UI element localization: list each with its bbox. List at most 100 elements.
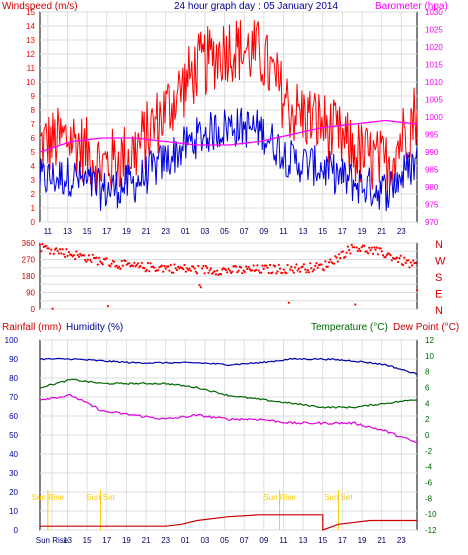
direction-point xyxy=(213,270,216,273)
direction-point xyxy=(412,259,415,262)
wind-y-tick-label: 8 xyxy=(31,106,36,115)
direction-point xyxy=(326,265,329,268)
climate-x-tick-label: 17 xyxy=(102,536,111,545)
direction-point xyxy=(373,246,376,249)
direction-point xyxy=(197,264,200,267)
direction-point xyxy=(384,256,387,259)
climate-x-tick-label: 03 xyxy=(200,536,209,545)
direction-point xyxy=(204,265,207,268)
direction-point xyxy=(106,305,109,308)
direction-point xyxy=(294,266,297,269)
direction-point xyxy=(324,260,327,263)
direction-point xyxy=(133,261,136,264)
direction-point xyxy=(251,269,254,272)
direction-point xyxy=(355,246,358,249)
direction-point xyxy=(147,261,150,265)
direction-point xyxy=(358,247,361,250)
barometer-y-tick-label: 975 xyxy=(425,201,439,210)
direction-point xyxy=(201,267,204,270)
direction-point xyxy=(287,301,290,304)
direction-point xyxy=(312,268,316,271)
direction-point xyxy=(139,264,142,267)
direction-point xyxy=(55,247,58,250)
series-barometer xyxy=(39,119,418,153)
direction-point xyxy=(189,269,192,272)
direction-point xyxy=(209,267,212,270)
direction-point xyxy=(349,252,352,255)
direction-point xyxy=(399,254,402,257)
direction-point xyxy=(149,262,152,265)
direction-point xyxy=(295,263,298,266)
direction-point xyxy=(98,256,101,259)
direction-point xyxy=(350,243,353,246)
direction-point xyxy=(87,254,91,257)
direction-point xyxy=(206,266,209,270)
series-rainfall xyxy=(40,514,417,531)
wind-x-tick-label: 23 xyxy=(397,227,406,236)
direction-point xyxy=(273,265,277,268)
direction-point xyxy=(194,270,197,273)
direction-point xyxy=(169,264,172,267)
direction-point xyxy=(354,303,357,306)
sun-marker-label: Sun Set xyxy=(86,493,115,502)
direction-point xyxy=(113,260,116,263)
direction-point xyxy=(185,267,189,270)
direction-y-tick-label: 180 xyxy=(22,272,36,281)
direction-point xyxy=(143,267,146,270)
series-humidity xyxy=(39,357,418,376)
barometer-y-tick-label: 1030 xyxy=(425,8,443,17)
wind-y-tick-label: 3 xyxy=(31,176,36,185)
direction-point xyxy=(327,261,331,264)
wind-x-tick-label: 21 xyxy=(142,227,151,236)
sun-marker-label: Sun Set xyxy=(324,493,353,502)
direction-point xyxy=(257,269,260,272)
direction-point xyxy=(370,246,373,249)
direction-point xyxy=(397,260,400,264)
barometer-axis-title: Barometer (hpa) xyxy=(375,1,448,12)
wind-x-tick-label: 01 xyxy=(181,227,190,236)
direction-point xyxy=(344,255,347,258)
direction-point xyxy=(207,271,210,274)
chart-title: 24 hour graph day : 05 January 2014 xyxy=(174,1,338,12)
direction-point xyxy=(231,270,234,273)
direction-y-tick-label: 270 xyxy=(22,256,36,265)
direction-point xyxy=(289,268,292,271)
direction-point xyxy=(95,256,98,259)
barometer-y-tick-label: 970 xyxy=(425,218,439,227)
sun-marker-label: Sun Rise xyxy=(263,493,296,502)
direction-point xyxy=(128,262,131,265)
direction-point xyxy=(385,253,388,257)
direction-point xyxy=(45,244,48,247)
direction-point xyxy=(302,263,305,266)
direction-point xyxy=(390,259,393,262)
direction-point xyxy=(64,255,67,258)
humidity-y-tick-label: 20 xyxy=(9,488,18,497)
direction-point xyxy=(345,251,348,254)
direction-point xyxy=(240,266,243,269)
temperature-y-tick-label: -12 xyxy=(425,526,437,535)
direction-point xyxy=(267,271,270,275)
direction-point xyxy=(40,250,43,253)
direction-point xyxy=(193,267,196,270)
direction-point xyxy=(99,260,102,263)
direction-point xyxy=(311,270,314,273)
temperature-y-tick-label: 0 xyxy=(425,431,430,440)
direction-point xyxy=(172,271,175,274)
direction-point xyxy=(49,252,52,255)
humidity-y-tick-label: 30 xyxy=(9,469,18,478)
direction-point xyxy=(153,266,156,269)
temperature-y-tick-label: 12 xyxy=(425,336,434,345)
direction-point xyxy=(175,269,179,272)
direction-point xyxy=(336,260,339,263)
direction-point xyxy=(322,269,326,272)
wind-y-tick-label: 10 xyxy=(26,78,35,87)
direction-point xyxy=(304,268,307,271)
direction-point xyxy=(65,248,68,251)
direction-point xyxy=(47,247,50,250)
direction-point xyxy=(341,250,344,253)
wind-x-tick-label: 13 xyxy=(63,227,72,236)
direction-point xyxy=(140,261,143,264)
direction-point xyxy=(136,262,140,265)
direction-point xyxy=(198,284,201,287)
series-windspeed-avg xyxy=(39,107,418,212)
